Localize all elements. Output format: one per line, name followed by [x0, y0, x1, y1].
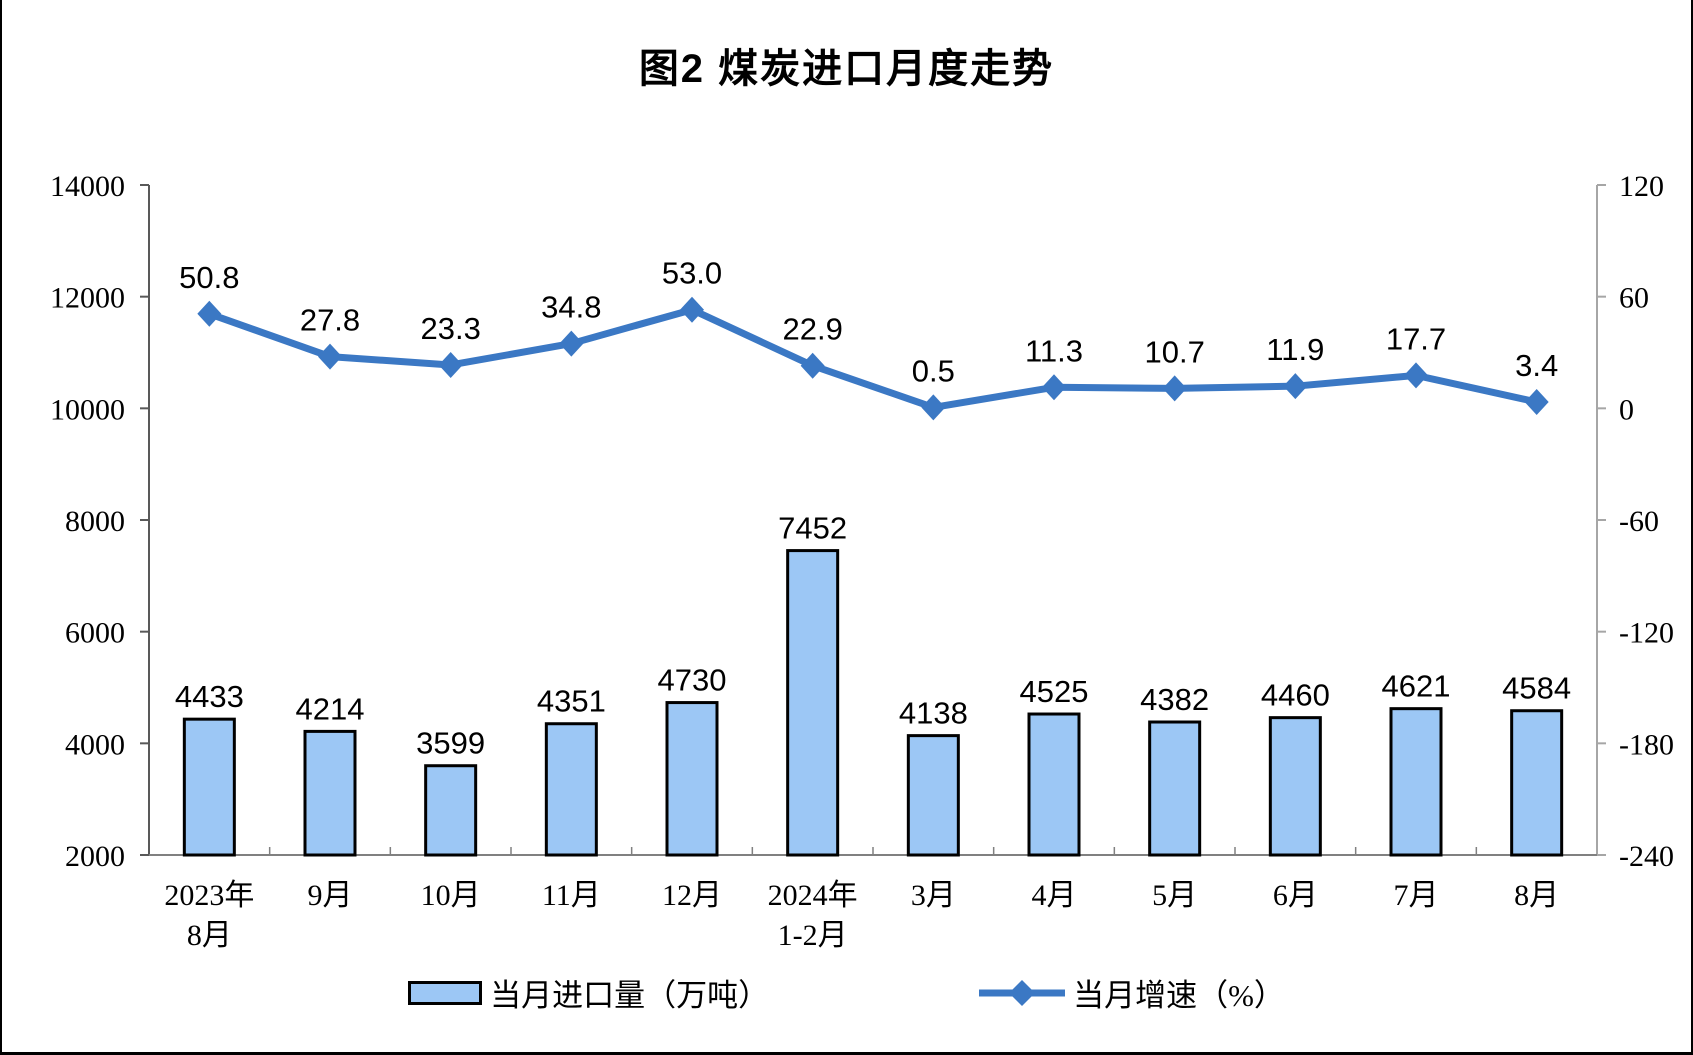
legend-item-import-volume: 当月进口量（万吨）: [408, 970, 769, 1015]
line-series: [205, 306, 1541, 411]
bar-value-label: 4214: [296, 691, 365, 726]
right-axis-tick-label: -60: [1619, 505, 1659, 538]
line-value-label: 50.8: [179, 260, 239, 295]
chart-title: 图2 煤炭进口月度走势: [638, 47, 1055, 91]
legend-item-growth-rate: 当月增速（%）: [979, 970, 1285, 1015]
line-marker-icon: [1524, 389, 1549, 416]
x-axis-category-label: 1-2月: [778, 919, 848, 952]
legend: 当月进口量（万吨） 当月增速（%）: [2, 970, 1691, 1015]
bar-value-label: 4433: [175, 679, 244, 714]
bar: [786, 549, 840, 857]
line-value-label: 34.8: [541, 290, 601, 325]
line-value-label: 11.3: [1025, 333, 1083, 368]
bar-value-label: 4351: [537, 684, 606, 719]
bar-value-label: 4138: [899, 696, 968, 731]
bar-value-label: 3599: [416, 726, 485, 761]
right-axis-tick-label: 0: [1619, 393, 1634, 426]
x-axis-category-label: 11月: [542, 879, 601, 912]
line-diamond-swatch-icon: [979, 979, 1066, 1006]
left-axis-tick-label: 14000: [50, 170, 125, 203]
bar: [1027, 712, 1081, 857]
line-marker-icon: [1042, 374, 1066, 401]
line-marker-icon: [559, 330, 584, 357]
x-axis-category-label: 9月: [308, 879, 353, 912]
bar-value-label: 4460: [1261, 678, 1330, 713]
line-value-label: 10.7: [1144, 334, 1204, 369]
x-axis-category-label: 12月: [662, 879, 722, 912]
line-value-label: 3.4: [1515, 348, 1558, 383]
right-axis-tick-label: -120: [1619, 617, 1674, 650]
line-value-label: 0.5: [912, 353, 955, 388]
bar-value-label: 4525: [1020, 674, 1089, 709]
bar-value-label: 7452: [778, 511, 847, 546]
legend-label-growth-rate: 当月增速（%）: [1073, 978, 1285, 1013]
left-axis-tick-label: 8000: [65, 505, 125, 538]
x-axis-category-label: 6月: [1273, 879, 1318, 912]
bar: [1389, 707, 1443, 857]
right-axis-tick-label: -180: [1619, 728, 1674, 761]
line-marker-icon: [1404, 362, 1428, 389]
bar-value-label: 4621: [1382, 669, 1451, 704]
x-axis-category-label: 7月: [1394, 879, 1439, 912]
line-marker-icon: [1283, 373, 1308, 400]
left-axis-tick-label: 10000: [50, 393, 125, 426]
left-axis-tick-label: 2000: [65, 840, 125, 873]
right-axis-tick-label: 120: [1619, 170, 1664, 203]
right-axis-tick-label: 60: [1619, 282, 1649, 315]
line-marker-icon: [800, 352, 825, 379]
line-marker-icon: [318, 343, 342, 370]
bar: [1148, 720, 1202, 857]
bar-value-label: 4730: [658, 663, 727, 698]
left-axis-tick-label: 12000: [50, 282, 125, 315]
line-value-label: 27.8: [300, 303, 360, 338]
x-axis-category-label: 10月: [421, 879, 481, 912]
left-axis-tick-label: 4000: [65, 728, 125, 761]
line-marker-icon: [1162, 375, 1187, 402]
x-axis-category-label: 8月: [1514, 879, 1559, 912]
line-marker-icon: [680, 296, 704, 323]
bar: [182, 717, 236, 857]
line-value-label: 22.9: [782, 312, 842, 347]
legend-label-import-volume: 当月进口量（万吨）: [490, 978, 770, 1013]
bar: [544, 722, 598, 857]
bar: [1268, 716, 1322, 857]
left-axis-tick-label: 6000: [65, 617, 125, 650]
bar: [303, 729, 357, 857]
x-axis-category-label: 2023年: [164, 879, 254, 912]
line-value-label: 17.7: [1386, 321, 1446, 356]
bar: [665, 701, 719, 857]
line-value-label: 11.9: [1266, 332, 1324, 367]
line-value-label: 53.0: [662, 256, 722, 291]
x-axis-category-label: 2024年: [768, 879, 858, 912]
right-axis-tick-label: -240: [1619, 840, 1674, 873]
bar: [906, 734, 960, 857]
line-marker-icon: [197, 300, 222, 327]
line-value-label: 23.3: [420, 311, 480, 346]
bar: [424, 764, 478, 857]
legend-diamond-icon: [1009, 979, 1036, 1006]
bar-swatch-icon: [408, 980, 483, 1005]
line-marker-icon: [921, 394, 946, 421]
x-axis-category-label: 8月: [187, 919, 232, 952]
line-marker-icon: [438, 351, 463, 378]
bar-value-label: 4584: [1502, 671, 1571, 706]
bar: [1510, 709, 1564, 857]
x-axis-category-label: 3月: [911, 879, 956, 912]
x-axis-category-label: 5月: [1152, 879, 1197, 912]
x-axis-category-label: 4月: [1032, 879, 1077, 912]
bar-value-label: 4382: [1140, 682, 1209, 717]
